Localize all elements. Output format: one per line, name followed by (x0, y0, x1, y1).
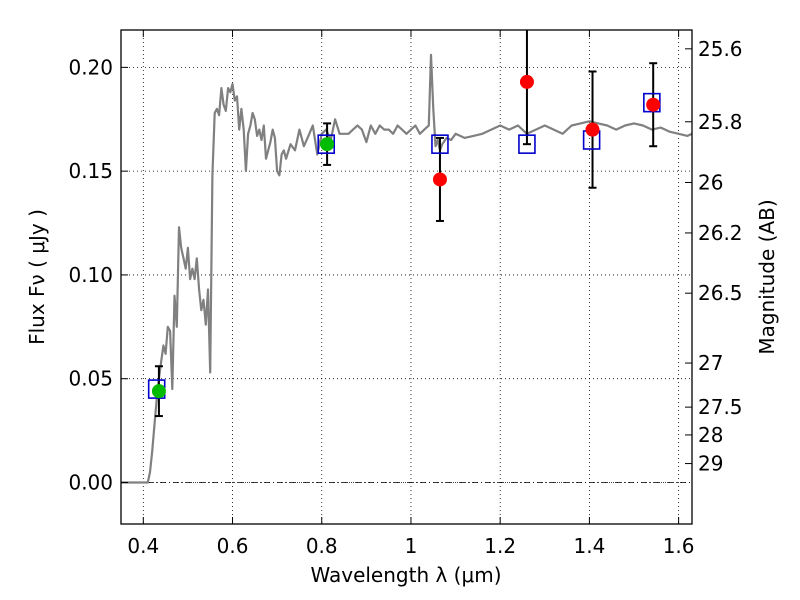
ticks (121, 30, 692, 524)
y2-tick-label: 25.8 (698, 110, 743, 134)
observed-flux-point (585, 122, 600, 137)
y-axis-title: Flux Fν ( μJy ) (25, 209, 49, 345)
model-photometry-square (518, 134, 536, 154)
observed-flux-point (151, 384, 166, 399)
y-tick-label: 0.10 (68, 263, 113, 287)
x-tick-label: 0.8 (306, 534, 338, 558)
sed-model-line (121, 53, 693, 484)
y2-tick-label: 27.5 (698, 395, 743, 419)
y2-axis-title: Magnitude (AB) (755, 199, 779, 354)
y2-tick-label: 26 (698, 170, 723, 194)
observed-flux-point (320, 137, 335, 152)
plot-frame (120, 29, 693, 525)
x-axis-title: Wavelength λ (μm) (310, 563, 501, 587)
y-tick-label: 0.15 (68, 159, 113, 183)
data-layer (121, 30, 693, 484)
x-tick-label: 0.6 (217, 534, 249, 558)
model-photometry-square (431, 134, 449, 154)
y2-tick-label: 29 (698, 452, 723, 476)
y2-tick-label: 28 (698, 423, 723, 447)
x-tick-label: 1 (405, 534, 418, 558)
model-photometry-square (317, 134, 336, 154)
observed-flux-point (646, 97, 661, 112)
x-tick-label: 1.2 (484, 534, 516, 558)
x-tick-label: 1.6 (663, 534, 695, 558)
y2-tick-label: 26.2 (698, 221, 743, 245)
observed-flux-point (432, 172, 447, 187)
tick-labels: 0.4 0.6 0.8 1 1.2 1.4 1.6 0.00 0.05 0.10 0.15 0.20 2… (68, 37, 742, 558)
y2-tick-label: 27 (698, 351, 723, 375)
y2-tick-label: 26.5 (698, 281, 743, 305)
x-tick-label: 1.4 (573, 534, 605, 558)
observed-flux-point (519, 74, 534, 89)
y-tick-label: 0.00 (68, 470, 113, 494)
y-tick-label: 0.05 (68, 367, 113, 391)
y-tick-label: 0.20 (68, 55, 113, 79)
grid (121, 30, 692, 524)
y2-tick-label: 25.6 (698, 37, 743, 61)
x-tick-label: 0.4 (127, 534, 159, 558)
